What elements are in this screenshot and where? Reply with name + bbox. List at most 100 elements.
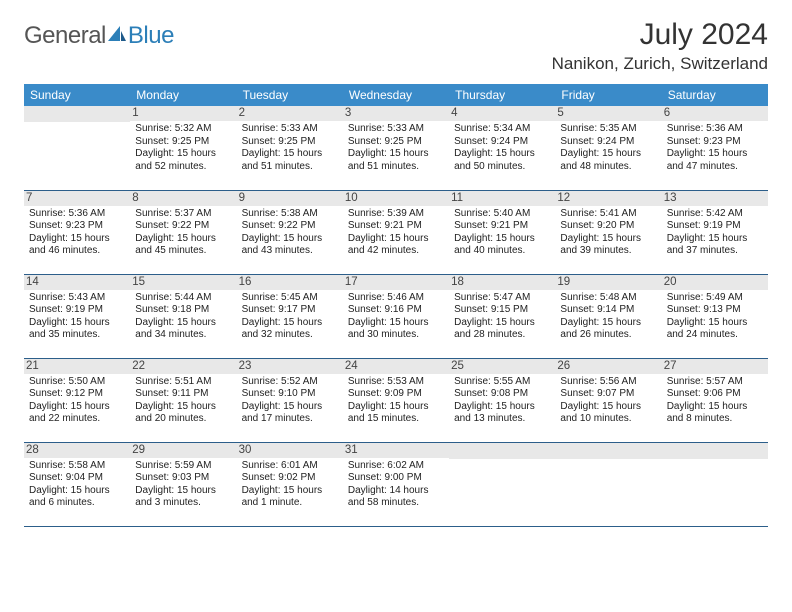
calendar-day-cell: 18 Sunrise: 5:47 AMSunset: 9:15 PMDayligh… <box>449 274 555 358</box>
day-detail-line: Daylight: 15 hours and 17 minutes. <box>242 401 338 426</box>
day-details: Sunrise: 5:58 AMSunset: 9:04 PMDaylight:… <box>29 460 125 510</box>
day-details: Sunrise: 5:44 AMSunset: 9:18 PMDaylight:… <box>135 292 231 342</box>
day-detail-line: Daylight: 15 hours and 28 minutes. <box>454 317 550 342</box>
day-number <box>662 443 768 459</box>
day-number <box>555 443 661 459</box>
calendar-day-cell: 29 Sunrise: 5:59 AMSunset: 9:03 PMDayligh… <box>130 442 236 526</box>
day-number: 16 <box>237 275 343 290</box>
calendar-day-cell <box>449 442 555 526</box>
day-detail-line: Sunrise: 6:01 AM <box>242 460 338 473</box>
day-detail-line: Sunrise: 5:46 AM <box>348 292 444 305</box>
day-detail-line: Sunset: 9:24 PM <box>560 136 656 149</box>
day-detail-line: Sunrise: 5:41 AM <box>560 208 656 221</box>
calendar-day-cell: 2Sunrise: 5:33 AMSunset: 9:25 PMDaylight… <box>237 106 343 190</box>
day-details: Sunrise: 6:01 AMSunset: 9:02 PMDaylight:… <box>242 460 338 510</box>
day-number: 23 <box>237 359 343 374</box>
calendar-day-cell: 8 Sunrise: 5:37 AMSunset: 9:22 PMDaylight… <box>130 190 236 274</box>
day-detail-line: Daylight: 15 hours and 47 minutes. <box>667 148 763 173</box>
day-detail-line: Sunrise: 5:32 AM <box>135 123 231 136</box>
calendar-day-cell: 30Sunrise: 6:01 AMSunset: 9:02 PMDayligh… <box>237 442 343 526</box>
day-number: 29 <box>130 443 236 458</box>
day-detail-line: Sunrise: 5:55 AM <box>454 376 550 389</box>
day-header: Thursday <box>449 84 555 106</box>
day-details: Sunrise: 5:35 AMSunset: 9:24 PMDaylight:… <box>560 123 656 173</box>
day-number: 24 <box>343 359 449 374</box>
day-details: Sunrise: 5:33 AMSunset: 9:25 PMDaylight:… <box>348 123 444 173</box>
title-block: July 2024 Nanikon, Zurich, Switzerland <box>552 18 768 74</box>
day-detail-line: Daylight: 15 hours and 34 minutes. <box>135 317 231 342</box>
day-detail-line: Daylight: 15 hours and 50 minutes. <box>454 148 550 173</box>
day-detail-line: Sunset: 9:23 PM <box>667 136 763 149</box>
day-details: Sunrise: 5:39 AMSunset: 9:21 PMDaylight:… <box>348 208 444 258</box>
page: General Blue July 2024 Nanikon, Zurich, … <box>0 0 792 537</box>
calendar-day-cell: 15Sunrise: 5:44 AMSunset: 9:18 PMDayligh… <box>130 274 236 358</box>
day-header: Monday <box>130 84 236 106</box>
calendar-day-cell: 17Sunrise: 5:46 AMSunset: 9:16 PMDayligh… <box>343 274 449 358</box>
day-detail-line: Sunrise: 5:40 AM <box>454 208 550 221</box>
day-number: 8 <box>130 191 236 206</box>
day-detail-line: Sunrise: 5:44 AM <box>135 292 231 305</box>
day-details: Sunrise: 5:36 AMSunset: 9:23 PMDaylight:… <box>29 208 125 258</box>
calendar-table: Sunday Monday Tuesday Wednesday Thursday… <box>24 84 768 527</box>
calendar-week-row: 28Sunrise: 5:58 AMSunset: 9:04 PMDayligh… <box>24 442 768 526</box>
location-subtitle: Nanikon, Zurich, Switzerland <box>552 54 768 74</box>
day-detail-line: Sunset: 9:22 PM <box>242 220 338 233</box>
calendar-day-cell <box>555 442 661 526</box>
day-details: Sunrise: 5:47 AMSunset: 9:15 PMDaylight:… <box>454 292 550 342</box>
day-number: 10 <box>343 191 449 206</box>
day-detail-line: Sunrise: 5:57 AM <box>667 376 763 389</box>
day-detail-line: Sunrise: 5:58 AM <box>29 460 125 473</box>
day-detail-line: Daylight: 15 hours and 20 minutes. <box>135 401 231 426</box>
calendar-day-cell: 31 Sunrise: 6:02 AMSunset: 9:00 PMDayligh… <box>343 442 449 526</box>
day-number <box>24 106 130 122</box>
day-detail-line: Daylight: 15 hours and 51 minutes. <box>348 148 444 173</box>
day-detail-line: Sunset: 9:25 PM <box>348 136 444 149</box>
calendar-body: 1Sunrise: 5:32 AMSunset: 9:25 PMDaylight… <box>24 106 768 526</box>
day-details: Sunrise: 5:37 AMSunset: 9:22 PMDaylight:… <box>135 208 231 258</box>
day-number: 13 <box>662 191 768 206</box>
day-number <box>449 443 555 459</box>
calendar-day-cell: 1Sunrise: 5:32 AMSunset: 9:25 PMDaylight… <box>130 106 236 190</box>
day-detail-line: Sunset: 9:24 PM <box>454 136 550 149</box>
calendar-day-cell: 10 Sunrise: 5:39 AMSunset: 9:21 PMDayligh… <box>343 190 449 274</box>
day-detail-line: Sunrise: 5:51 AM <box>135 376 231 389</box>
calendar-day-cell: 24Sunrise: 5:53 AMSunset: 9:09 PMDayligh… <box>343 358 449 442</box>
calendar-day-cell: 5Sunrise: 5:35 AMSunset: 9:24 PMDaylight… <box>555 106 661 190</box>
calendar-day-cell: 23Sunrise: 5:52 AMSunset: 9:10 PMDayligh… <box>237 358 343 442</box>
day-details: Sunrise: 5:38 AMSunset: 9:22 PMDaylight:… <box>242 208 338 258</box>
calendar-day-cell: 13Sunrise: 5:42 AMSunset: 9:19 PMDayligh… <box>662 190 768 274</box>
day-detail-line: Sunset: 9:06 PM <box>667 388 763 401</box>
day-details: Sunrise: 5:59 AMSunset: 9:03 PMDaylight:… <box>135 460 231 510</box>
day-details: Sunrise: 5:56 AMSunset: 9:07 PMDaylight:… <box>560 376 656 426</box>
day-number: 7 <box>24 191 130 206</box>
day-detail-line: Daylight: 15 hours and 42 minutes. <box>348 233 444 258</box>
day-detail-line: Daylight: 15 hours and 1 minute. <box>242 485 338 510</box>
day-number: 18 <box>449 275 555 290</box>
day-number: 4 <box>449 106 555 121</box>
sail-icon <box>106 24 128 49</box>
calendar-day-cell: 9Sunrise: 5:38 AMSunset: 9:22 PMDaylight… <box>237 190 343 274</box>
calendar-day-cell: 16Sunrise: 5:45 AMSunset: 9:17 PMDayligh… <box>237 274 343 358</box>
day-details: Sunrise: 5:43 AMSunset: 9:19 PMDaylight:… <box>29 292 125 342</box>
day-details: Sunrise: 5:40 AMSunset: 9:21 PMDaylight:… <box>454 208 550 258</box>
calendar-day-cell <box>662 442 768 526</box>
day-detail-line: Sunset: 9:07 PM <box>560 388 656 401</box>
day-detail-line: Sunset: 9:25 PM <box>242 136 338 149</box>
calendar-day-cell: 3Sunrise: 5:33 AMSunset: 9:25 PMDaylight… <box>343 106 449 190</box>
day-details: Sunrise: 6:02 AMSunset: 9:00 PMDaylight:… <box>348 460 444 510</box>
day-detail-line: Daylight: 15 hours and 15 minutes. <box>348 401 444 426</box>
day-detail-line: Sunrise: 5:34 AM <box>454 123 550 136</box>
day-detail-line: Daylight: 15 hours and 10 minutes. <box>560 401 656 426</box>
day-detail-line: Sunrise: 5:48 AM <box>560 292 656 305</box>
day-detail-line: Daylight: 15 hours and 26 minutes. <box>560 317 656 342</box>
brand-part2: Blue <box>128 22 174 50</box>
day-detail-line: Daylight: 14 hours and 58 minutes. <box>348 485 444 510</box>
day-details: Sunrise: 5:33 AMSunset: 9:25 PMDaylight:… <box>242 123 338 173</box>
calendar-day-cell: 21Sunrise: 5:50 AMSunset: 9:12 PMDayligh… <box>24 358 130 442</box>
calendar-week-row: 21Sunrise: 5:50 AMSunset: 9:12 PMDayligh… <box>24 358 768 442</box>
day-number: 6 <box>662 106 768 121</box>
day-detail-line: Sunrise: 5:53 AM <box>348 376 444 389</box>
day-number: 31 <box>343 443 449 458</box>
day-detail-line: Sunset: 9:12 PM <box>29 388 125 401</box>
day-detail-line: Daylight: 15 hours and 43 minutes. <box>242 233 338 258</box>
